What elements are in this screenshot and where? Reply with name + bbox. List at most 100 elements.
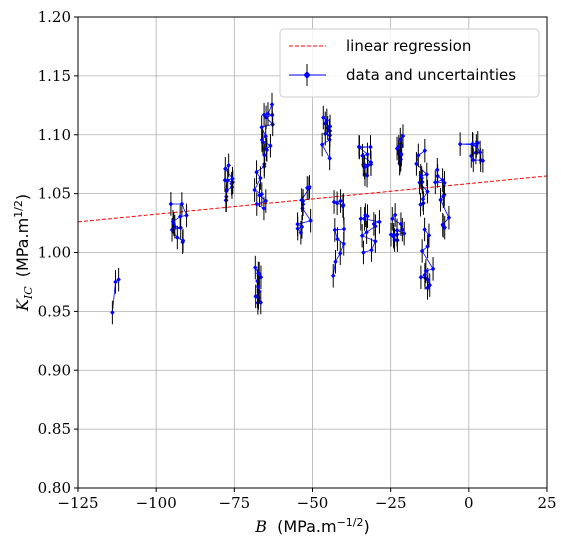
data-point (400, 133, 406, 139)
y-tick-label: 1.15 (38, 67, 71, 85)
data-point (226, 162, 231, 168)
y-tick-label: 0.85 (38, 420, 71, 438)
data-point (440, 222, 445, 228)
data-point (261, 112, 267, 118)
data-point (255, 293, 260, 299)
x-tick-label: −75 (219, 494, 251, 512)
data-point (420, 196, 426, 202)
data-point (457, 141, 463, 147)
x-tick-label: 0 (464, 494, 474, 512)
data-point (433, 179, 438, 185)
x-tick-label: −50 (297, 494, 329, 512)
y-axis-label: KIC (MPa.m1/2) (12, 194, 36, 312)
data-point (423, 268, 429, 274)
y-tick-label: 1.00 (38, 244, 71, 262)
x-tick-label: −25 (375, 494, 407, 512)
x-tick-label: 25 (537, 494, 556, 512)
data-point (419, 248, 425, 254)
data-point (390, 216, 395, 222)
data-point (168, 201, 174, 207)
data-point (338, 250, 343, 256)
data-point (319, 141, 325, 148)
data-point (269, 101, 275, 108)
data-point (327, 123, 333, 130)
data-point (253, 264, 258, 271)
legend-series-marker (303, 71, 311, 79)
data-point (324, 117, 330, 124)
data-point (341, 202, 346, 208)
y-tick-label: 1.10 (38, 126, 71, 144)
data-point (335, 236, 340, 242)
data-point (256, 270, 261, 276)
data-point (391, 232, 396, 238)
data-point (333, 259, 338, 265)
data-point (258, 274, 264, 280)
data-points-layer (110, 92, 486, 325)
data-point (425, 189, 430, 195)
data-point (377, 219, 382, 225)
data-point (359, 233, 365, 239)
data-point (223, 166, 228, 172)
data-point (259, 191, 265, 197)
data-point (440, 177, 445, 183)
data-point (299, 224, 305, 230)
data-point (113, 279, 118, 285)
x-axis-ticks: −125 −100 −75 −50 −25 0 25 (57, 488, 557, 512)
x-tick-label: −125 (57, 494, 98, 512)
data-point (368, 144, 373, 150)
data-point (177, 213, 183, 220)
data-point (427, 282, 432, 288)
data-point (331, 199, 337, 205)
data-point (438, 197, 443, 203)
data-point (184, 212, 189, 219)
data-point (398, 221, 404, 227)
data-point (418, 274, 424, 280)
data-point (295, 221, 300, 227)
data-point (478, 157, 483, 163)
data-point (170, 219, 176, 225)
data-point (307, 184, 312, 190)
data-point (475, 140, 480, 146)
data-point (263, 133, 268, 139)
data-point (477, 149, 483, 155)
data-point (426, 232, 432, 238)
data-point (435, 167, 440, 173)
data-point (332, 227, 338, 233)
legend: linear regression data and uncertainties (279, 28, 540, 98)
data-point (341, 226, 347, 232)
data-point (338, 198, 343, 204)
data-point (401, 230, 407, 237)
data-point (361, 249, 366, 256)
y-tick-label: 1.05 (38, 185, 71, 203)
data-point (265, 111, 271, 117)
data-point (258, 175, 263, 181)
data-point (264, 146, 269, 152)
y-tick-label: 0.90 (38, 361, 71, 379)
data-point (360, 153, 365, 159)
data-point (373, 238, 378, 244)
data-point (321, 115, 326, 121)
data-point (471, 157, 476, 163)
data-point (110, 309, 115, 316)
data-point (470, 141, 475, 147)
data-point (371, 221, 377, 227)
data-point (368, 159, 374, 165)
data-point (268, 143, 273, 149)
data-point (394, 227, 400, 233)
data-point (369, 247, 374, 253)
data-point (358, 216, 364, 222)
data-point (259, 137, 265, 143)
data-point (254, 169, 259, 175)
data-point (263, 198, 269, 204)
legend-series-label: data and uncertainties (346, 66, 516, 84)
x-tick-label: −100 (136, 494, 177, 512)
data-point (299, 197, 304, 203)
y-axis-ticks: 0.80 0.85 0.90 0.95 1.00 1.05 1.10 1.15 1.20 (38, 8, 78, 497)
legend-box (279, 28, 540, 98)
data-point (422, 148, 428, 154)
data-point (414, 161, 419, 167)
legend-regression-label: linear regression (346, 37, 471, 55)
data-point (116, 276, 121, 283)
data-point (424, 171, 429, 178)
